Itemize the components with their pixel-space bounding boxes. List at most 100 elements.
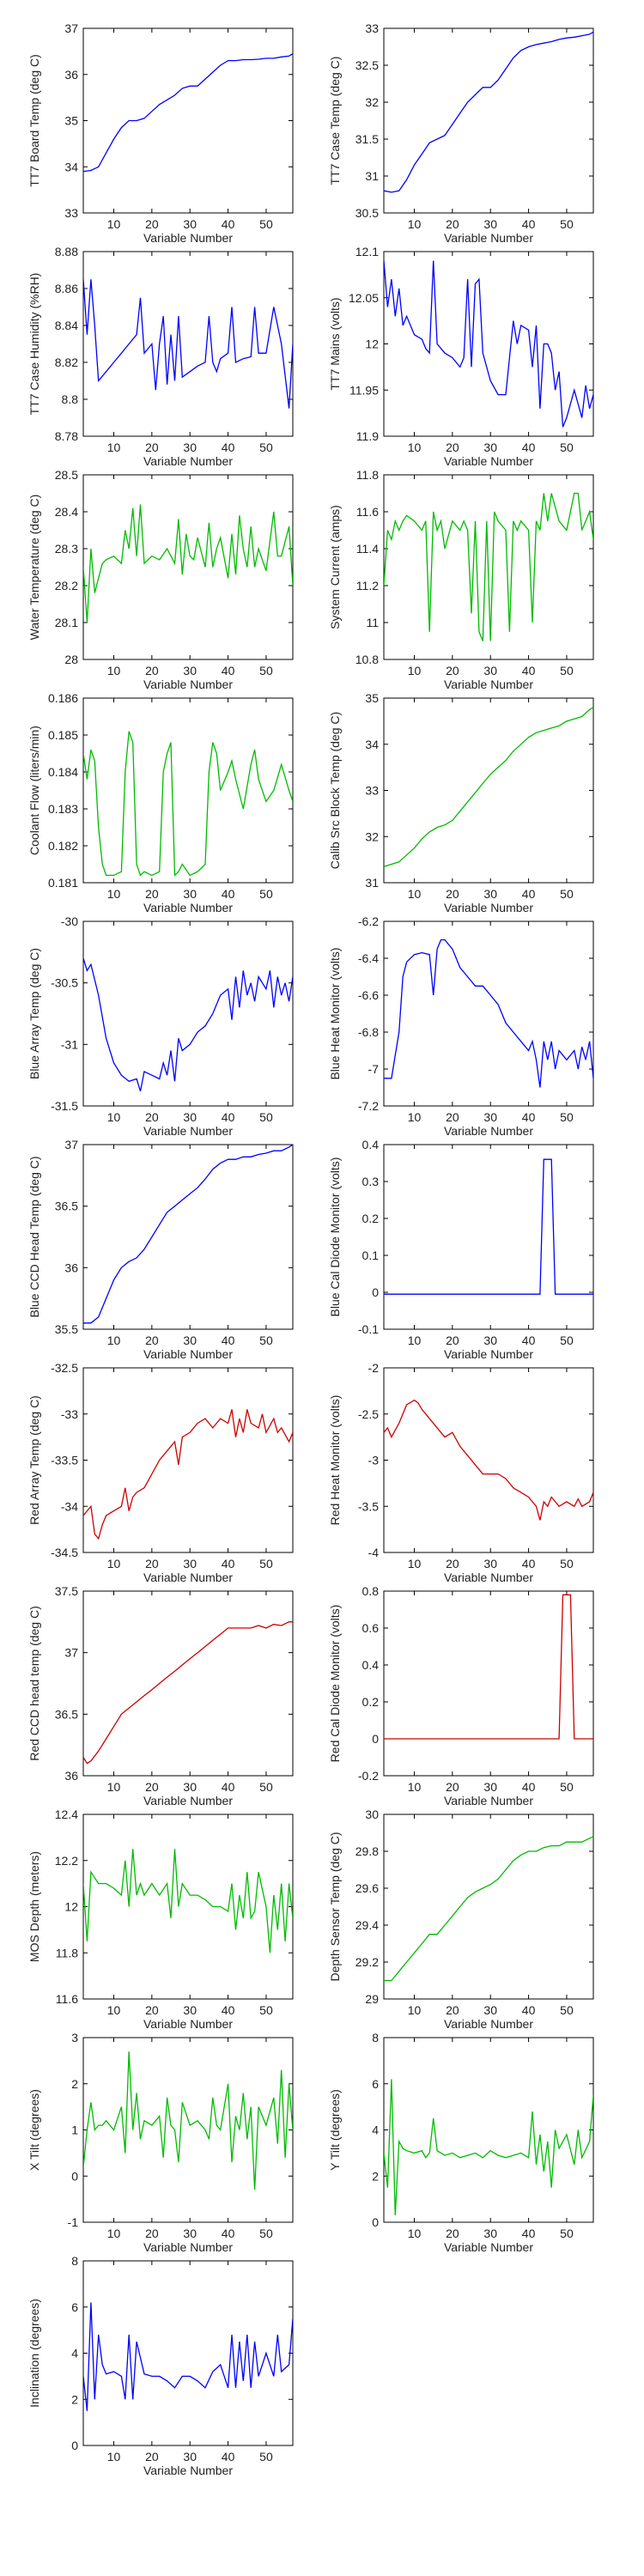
x-tick-label: 10 — [408, 1334, 422, 1347]
x-tick-label: 40 — [522, 2003, 536, 2017]
y-tick-label: 28.2 — [55, 579, 78, 592]
chart-10: -7.2 -7 -6.8 -6.6 -6.4 -6.2 10 20 30 40 50 Variable… — [328, 914, 594, 1138]
y-tick-label: 35 — [64, 114, 78, 128]
series-line-1 — [83, 731, 293, 877]
series-line-1 — [83, 2302, 293, 2411]
y-tick-label: 0 — [372, 1732, 379, 1746]
x-axis-label: Variable Number — [143, 2017, 233, 2031]
x-tick-label: 40 — [522, 2227, 536, 2240]
y-tick-label: 36 — [64, 1769, 78, 1783]
y-tick-label: 30 — [365, 1807, 379, 1821]
y-axis-label: TT7 Case Temp (deg C) — [328, 57, 342, 185]
x-tick-label: 20 — [145, 2003, 159, 2017]
y-axis-label: Inclination (degrees) — [27, 2299, 41, 2408]
x-tick-label: 20 — [446, 2227, 459, 2240]
x-tick-label: 10 — [107, 440, 121, 454]
y-axis-label: Blue Array Temp (deg C) — [27, 948, 41, 1079]
series-line-1 — [83, 1409, 293, 1540]
x-tick-label: 20 — [446, 887, 459, 901]
x-tick-label: 50 — [560, 1780, 574, 1794]
y-tick-label: 36 — [64, 1261, 78, 1274]
y-tick-label: 31 — [365, 169, 379, 183]
y-tick-label: 8.88 — [55, 245, 78, 258]
y-tick-label: 37 — [64, 21, 78, 35]
y-tick-label: 28.4 — [55, 505, 78, 519]
y-tick-label: -31 — [61, 1037, 78, 1051]
y-tick-label: 33 — [64, 206, 78, 220]
x-tick-label: 30 — [183, 217, 197, 231]
x-tick-label: 20 — [446, 2003, 459, 2017]
x-tick-label: 30 — [183, 887, 197, 901]
y-tick-label: 29.4 — [355, 1918, 379, 1932]
x-tick-label: 30 — [183, 1780, 197, 1794]
x-tick-label: 40 — [522, 1780, 536, 1794]
x-tick-label: 50 — [560, 1557, 574, 1571]
y-tick-label: 0.181 — [48, 876, 78, 890]
x-axis-label: Variable Number — [143, 1124, 233, 1138]
y-tick-label: 1 — [71, 2123, 78, 2137]
series-line-1 — [83, 1145, 293, 1324]
y-axis-label: Y Tilt (degrees) — [328, 2089, 342, 2171]
x-tick-label: 20 — [446, 440, 459, 454]
plot-frame — [82, 27, 294, 214]
y-tick-label: 0.8 — [362, 1584, 380, 1598]
x-tick-label: 10 — [107, 2227, 121, 2240]
y-tick-label: 11 — [366, 616, 379, 629]
x-tick-label: 30 — [183, 2227, 197, 2240]
y-tick-label: 11.6 — [356, 505, 379, 519]
y-axis-label: Depth Sensor Temp (deg C) — [328, 1832, 342, 1981]
y-tick-label: 12 — [365, 337, 379, 351]
series-line-1 — [384, 492, 593, 641]
x-tick-label: 30 — [183, 1334, 197, 1347]
y-tick-label: -3 — [368, 1454, 380, 1467]
x-tick-label: 20 — [145, 1780, 159, 1794]
chart-6: 10.8 11 11.2 11.4 11.6 11.8 10 20 30 40 50 Variable… — [328, 468, 594, 691]
x-tick-label: 50 — [259, 1557, 273, 1571]
x-tick-label: 20 — [145, 887, 159, 901]
y-axis-label: TT7 Case Humidity (%RH) — [27, 273, 41, 416]
chart-3: 8.78 8.8 8.82 8.84 8.86 8.88 10 20 30 40 50 Variabl… — [27, 245, 294, 468]
x-tick-label: 40 — [222, 2450, 235, 2464]
y-tick-label: -2 — [368, 1361, 380, 1375]
chart-20: 0 2 4 6 8 10 20 30 40 50 Variable Number Y Tilt (de… — [328, 2031, 594, 2254]
y-tick-label: -3.5 — [358, 1499, 379, 1513]
x-tick-label: 50 — [560, 1334, 574, 1347]
series-line-1 — [83, 53, 293, 173]
x-axis-label: Variable Number — [143, 677, 233, 691]
x-axis-label: Variable Number — [143, 2240, 233, 2254]
series-line-1 — [384, 1158, 593, 1295]
series-line-1 — [384, 1399, 593, 1521]
plot-frame — [82, 2260, 294, 2446]
y-axis-label: Calib Src Block Temp (deg C) — [328, 712, 342, 869]
y-tick-label: -6.6 — [358, 988, 379, 1002]
plot-frame — [82, 251, 294, 437]
y-tick-label: -7 — [368, 1062, 380, 1076]
x-tick-label: 20 — [446, 1780, 459, 1794]
y-tick-label: 0.2 — [362, 1212, 380, 1225]
plot-frame — [82, 2037, 294, 2223]
y-tick-label: 0 — [372, 2215, 379, 2229]
series-line-1 — [83, 957, 293, 1091]
x-tick-label: 10 — [408, 2227, 422, 2240]
x-tick-label: 50 — [259, 887, 273, 901]
x-tick-label: 40 — [222, 1557, 235, 1571]
plot-frame — [383, 1590, 594, 1777]
y-tick-label: 0.186 — [48, 691, 78, 705]
plot-frame — [82, 697, 294, 884]
x-tick-label: 40 — [222, 1780, 235, 1794]
y-tick-label: -30.5 — [51, 976, 78, 990]
plot-frame — [82, 1144, 294, 1330]
y-tick-label: 8.86 — [55, 282, 78, 295]
y-tick-label: 29.6 — [355, 1881, 379, 1895]
x-tick-label: 30 — [183, 2003, 197, 2017]
chart-18: 29 29.2 29.4 29.6 29.8 30 10 20 30 40 50 Variable N… — [328, 1807, 594, 2031]
x-tick-label: 10 — [408, 1557, 422, 1571]
x-tick-label: 10 — [107, 1780, 121, 1794]
y-tick-label: 31 — [365, 876, 379, 890]
plot-frame — [383, 1367, 594, 1553]
y-axis-label: Blue CCD Head Temp (deg C) — [27, 1156, 41, 1317]
chart-17: 11.6 11.8 12 12.2 12.4 10 20 30 40 50 Variable Num… — [27, 1807, 294, 2031]
y-tick-label: 36.5 — [55, 1200, 78, 1213]
x-tick-label: 40 — [522, 1557, 536, 1571]
